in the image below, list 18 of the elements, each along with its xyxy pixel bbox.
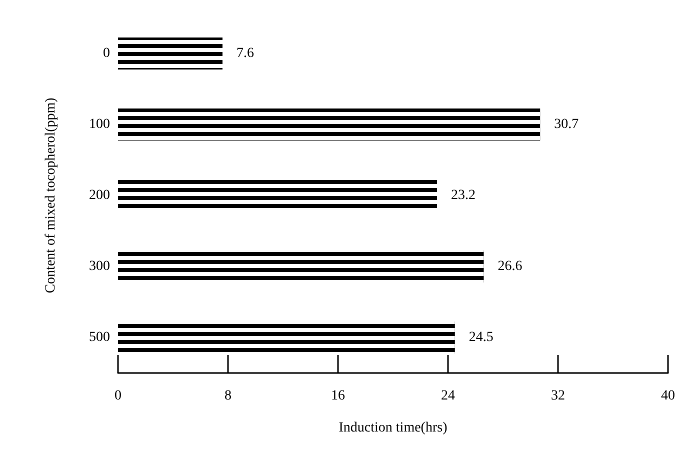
y-tick-label: 0 (103, 46, 110, 61)
data-label: 7.6 (236, 46, 254, 61)
x-tick-label: 8 (224, 388, 232, 404)
data-label: 24.5 (468, 330, 494, 345)
x-tick-label: 40 (661, 388, 675, 404)
y-tick-label: 500 (89, 330, 110, 345)
x-tick-label: 0 (114, 388, 122, 404)
data-label: 26.6 (498, 259, 522, 274)
x-tick-label: 24 (441, 388, 455, 404)
x-tick-label: 16 (331, 388, 345, 404)
data-label: 30.7 (554, 117, 579, 132)
x-tick-label: 32 (551, 388, 565, 404)
y-tick-label: 100 (89, 117, 110, 132)
data-label: 23.2 (451, 188, 476, 203)
y-axis-title: Content of mixed tocopherol(ppm) (44, 97, 58, 294)
x-axis-title: Induction time(hrs) (338, 420, 448, 436)
y-tick-label: 200 (89, 188, 110, 203)
y-tick-label: 300 (89, 259, 110, 274)
